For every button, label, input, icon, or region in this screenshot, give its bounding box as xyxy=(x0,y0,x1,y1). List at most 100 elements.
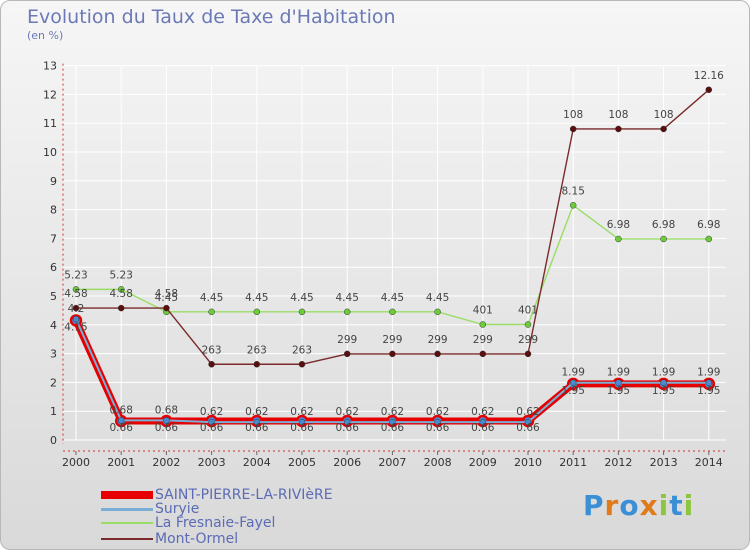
series-3-point-7 xyxy=(389,308,396,316)
series-4-data-label-10: 299 xyxy=(518,334,538,346)
series-2-data-label-7: 0.62 xyxy=(381,406,404,418)
series-4-point-3 xyxy=(208,361,215,368)
series-3-data-label-11: 8.15 xyxy=(562,185,585,197)
series-3-point-11 xyxy=(569,202,577,209)
series-3-data-label-2: 4.45 xyxy=(155,292,178,304)
legend-label-series-4: Mont-Ormel xyxy=(155,531,239,547)
series-3-point-6 xyxy=(343,308,351,316)
series-4-point-11 xyxy=(569,125,577,133)
series-4-data-label-5: 263 xyxy=(292,344,312,356)
legend-swatch-series-3 xyxy=(101,522,153,524)
series-2-data-label-0: 4.2 xyxy=(68,303,85,315)
series-4-point-5 xyxy=(298,361,306,368)
series-3-data-label-7: 4.45 xyxy=(381,292,404,304)
x-tick-label-9: 2009 xyxy=(469,456,497,469)
series-3-data-label-5: 4.45 xyxy=(290,292,313,304)
series-1-data-label-7: 0.66 xyxy=(381,422,405,434)
legend-label-series-1: SAINT-PIERRE-LA-RIVIèRE xyxy=(155,487,333,503)
x-tick-label-8: 2008 xyxy=(424,456,452,469)
series-4-point-13 xyxy=(660,125,667,133)
series-4-data-label-6: 299 xyxy=(337,334,357,346)
x-tick-label-13: 2013 xyxy=(650,456,678,469)
series-1-data-label-5: 0.66 xyxy=(290,422,314,434)
series-3-point-10 xyxy=(524,321,532,328)
legend-label-series-2: Suryie xyxy=(155,501,200,517)
series-2-point-12 xyxy=(615,379,622,386)
series-1-data-label-12: 1.95 xyxy=(607,385,630,397)
series-1-data-label-4: 0.66 xyxy=(245,422,269,434)
series-3-point-9 xyxy=(479,321,487,328)
series-2-data-label-13: 1.99 xyxy=(652,367,675,379)
series-3-point-3 xyxy=(208,308,215,316)
proxiti-logo-letter-1: r xyxy=(604,489,620,522)
series-4-data-label-7: 299 xyxy=(382,334,402,346)
proxiti-logo-letter-6: i xyxy=(683,489,695,522)
y-tick-label-6: 6 xyxy=(50,261,57,274)
y-tick-label-9: 9 xyxy=(50,175,57,188)
series-4-point-2 xyxy=(163,304,170,312)
series-1-data-label-2: 0.66 xyxy=(155,422,179,434)
series-2-point-4 xyxy=(253,418,261,426)
series-2-point-7 xyxy=(389,418,396,426)
series-3-data-label-8: 4.45 xyxy=(426,292,449,304)
y-axis-unit-label: (en %) xyxy=(27,29,64,42)
series-1-data-label-0: 4.15 xyxy=(64,321,87,333)
y-tick-label-1: 1 xyxy=(50,405,57,418)
proxiti-logo-letter-3: x xyxy=(639,489,659,522)
series-4-point-7 xyxy=(389,350,396,358)
y-tick-label-11: 11 xyxy=(43,117,57,130)
series-4-point-9 xyxy=(479,350,487,358)
series-1-data-label-8: 0.66 xyxy=(426,422,450,434)
legend-item-series-2: Suryie xyxy=(101,501,199,517)
y-tick-label-4: 4 xyxy=(50,319,57,332)
x-tick-label-6: 2006 xyxy=(333,456,361,469)
series-3-data-label-12: 6.98 xyxy=(607,219,630,231)
series-4-data-label-13: 108 xyxy=(654,109,674,121)
proxiti-logo-letter-5: t xyxy=(669,489,684,522)
series-3-data-label-10: 401 xyxy=(518,305,538,317)
series-4-point-4 xyxy=(253,361,261,368)
chart-title: Evolution du Taux de Taxe d'Habitation xyxy=(27,6,396,28)
x-tick-label-7: 2007 xyxy=(378,456,406,469)
series-2-point-1 xyxy=(117,417,125,424)
series-1-data-label-6: 0.66 xyxy=(336,422,360,434)
series-1-data-label-14: 1.95 xyxy=(697,385,720,397)
series-2-point-3 xyxy=(208,418,215,426)
proxiti-logo: Proxiti xyxy=(583,489,694,522)
series-3-data-label-4: 4.45 xyxy=(245,292,268,304)
proxiti-logo-letter-4: i xyxy=(658,489,670,522)
series-2-data-label-9: 0.62 xyxy=(471,406,494,418)
series-4-data-label-14: 12.16 xyxy=(694,70,724,82)
series-3-point-4 xyxy=(253,308,261,316)
series-4-point-8 xyxy=(434,350,441,358)
series-3-data-label-6: 4.45 xyxy=(336,292,359,304)
x-tick-label-10: 2010 xyxy=(514,456,542,469)
series-2-data-label-2: 0.68 xyxy=(155,404,178,416)
series-4-data-label-2: 4.58 xyxy=(155,288,178,300)
series-2-point-6 xyxy=(343,418,351,426)
proxiti-logo-letter-2: o xyxy=(619,489,640,522)
series-3-point-8 xyxy=(434,308,441,316)
series-2-point-0 xyxy=(72,315,80,323)
y-tick-label-10: 10 xyxy=(43,146,57,159)
legend-swatch-series-2 xyxy=(101,507,153,511)
series-4-point-6 xyxy=(343,350,351,358)
y-tick-label-3: 3 xyxy=(50,348,57,361)
y-tick-label-2: 2 xyxy=(50,376,57,389)
series-1-data-label-13: 1.95 xyxy=(652,385,675,397)
series-3-point-1 xyxy=(117,286,125,293)
series-2-data-label-8: 0.62 xyxy=(426,406,449,418)
series-2-point-5 xyxy=(298,418,306,426)
series-2-data-label-12: 1.99 xyxy=(607,367,630,379)
series-1-data-label-1: 0.66 xyxy=(110,422,134,434)
x-tick-label-4: 2004 xyxy=(243,456,271,469)
y-tick-label-12: 12 xyxy=(43,88,57,101)
series-2-point-11 xyxy=(569,379,577,386)
x-tick-label-1: 2001 xyxy=(107,456,135,469)
series-3-point-12 xyxy=(615,235,622,243)
x-tick-label-2: 2002 xyxy=(152,456,180,469)
series-4-data-label-9: 299 xyxy=(473,334,493,346)
series-4-point-10 xyxy=(524,350,532,358)
series-2-point-14 xyxy=(705,379,713,386)
